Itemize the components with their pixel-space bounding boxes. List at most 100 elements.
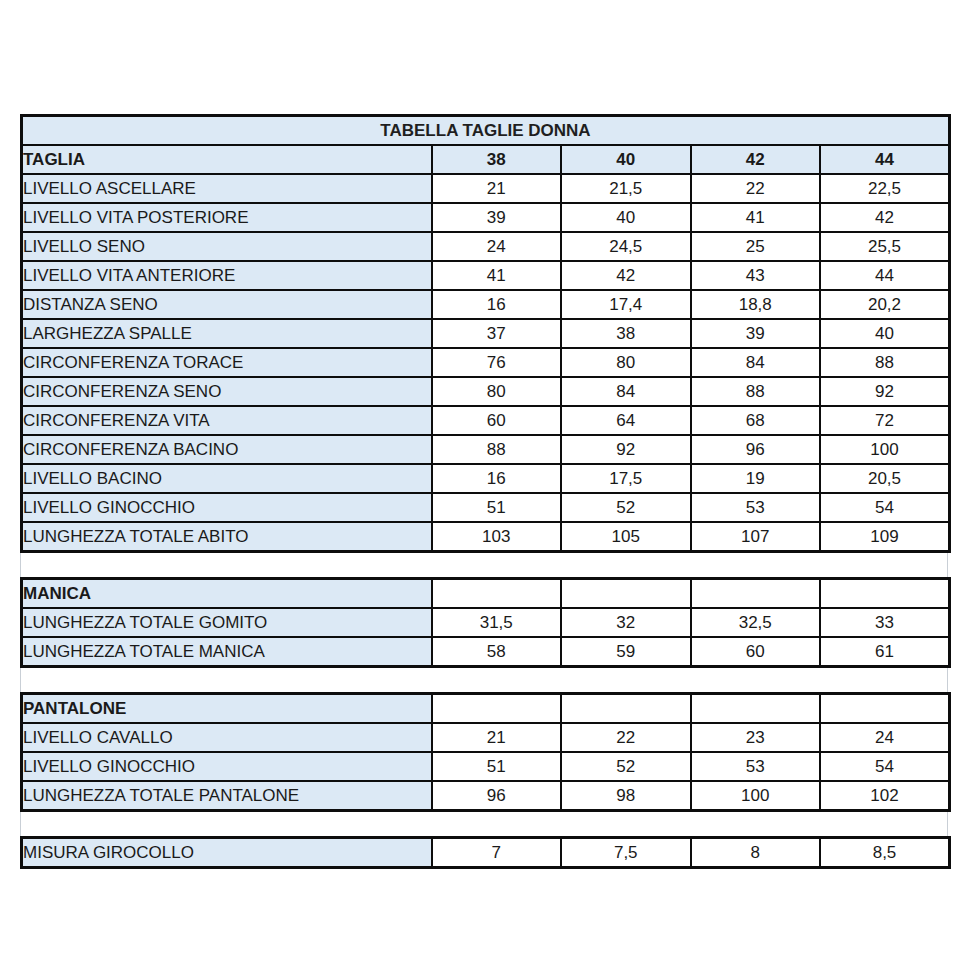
measurement-label: LIVELLO VITA ANTERIORE xyxy=(22,261,432,290)
manica-table: MANICA LUNGHEZZA TOTALE GOMITO31,53232,5… xyxy=(20,577,951,668)
measurement-value: 98 xyxy=(561,781,691,811)
measurement-value: 40 xyxy=(820,319,950,348)
measurement-value: 17,4 xyxy=(561,290,691,319)
measurement-value: 7,5 xyxy=(561,838,691,868)
measurement-value: 64 xyxy=(561,406,691,435)
measurement-value: 100 xyxy=(691,781,821,811)
measurement-value: 76 xyxy=(432,348,562,377)
measurement-value: 25 xyxy=(691,232,821,261)
measurement-value: 42 xyxy=(820,203,950,232)
measurement-value: 41 xyxy=(432,261,562,290)
measurement-value: 21 xyxy=(432,174,562,203)
size-column-header: 38 xyxy=(432,145,562,174)
measurement-value: 20,2 xyxy=(820,290,950,319)
measurement-value: 21,5 xyxy=(561,174,691,203)
measurement-value: 22,5 xyxy=(820,174,950,203)
size-column-header: 40 xyxy=(561,145,691,174)
measurement-label: LIVELLO ASCELLARE xyxy=(22,174,432,203)
size-chart: TABELLA TAGLIE DONNA TAGLIA 38 40 42 44 … xyxy=(20,114,948,869)
measurement-value: 100 xyxy=(820,435,950,464)
section-header-row: MANICA xyxy=(22,579,950,609)
section-gap xyxy=(20,553,948,577)
measurement-label: LIVELLO BACINO xyxy=(22,464,432,493)
measurement-label: CIRCONFERENZA TORACE xyxy=(22,348,432,377)
table-row: LARGHEZZA SPALLE37383940 xyxy=(22,319,950,348)
table-title-row: TABELLA TAGLIE DONNA xyxy=(22,116,950,146)
measurement-value: 84 xyxy=(561,377,691,406)
measurement-value: 8,5 xyxy=(820,838,950,868)
measurement-value: 58 xyxy=(432,637,562,667)
measurement-value: 52 xyxy=(561,752,691,781)
measurement-value: 16 xyxy=(432,290,562,319)
measurement-value: 40 xyxy=(561,203,691,232)
table-row: CIRCONFERENZA SENO80848892 xyxy=(22,377,950,406)
measurement-value: 105 xyxy=(561,522,691,552)
section-header-pantalone: PANTALONE xyxy=(22,694,432,724)
measurement-value: 31,5 xyxy=(432,608,562,637)
measurement-value: 54 xyxy=(820,752,950,781)
measurement-label: CIRCONFERENZA SENO xyxy=(22,377,432,406)
measurement-value: 52 xyxy=(561,493,691,522)
measurement-label: MISURA GIROCOLLO xyxy=(22,838,432,868)
measurement-label: LUNGHEZZA TOTALE ABITO xyxy=(22,522,432,552)
measurement-value: 19 xyxy=(691,464,821,493)
empty-cell xyxy=(432,694,562,724)
measurement-label: LIVELLO CAVALLO xyxy=(22,723,432,752)
measurement-value: 39 xyxy=(691,319,821,348)
measurement-value: 23 xyxy=(691,723,821,752)
measurement-value: 68 xyxy=(691,406,821,435)
empty-cell xyxy=(691,694,821,724)
table-row: LUNGHEZZA TOTALE GOMITO31,53232,533 xyxy=(22,608,950,637)
measurement-value: 25,5 xyxy=(820,232,950,261)
measurement-value: 53 xyxy=(691,752,821,781)
girocollo-table: MISURA GIROCOLLO77,588,5 xyxy=(20,836,951,869)
table-row: LIVELLO GINOCCHIO51525354 xyxy=(22,752,950,781)
measurement-value: 88 xyxy=(820,348,950,377)
size-column-header: 42 xyxy=(691,145,821,174)
measurement-value: 96 xyxy=(691,435,821,464)
table-row: LUNGHEZZA TOTALE PANTALONE9698100102 xyxy=(22,781,950,811)
measurement-value: 17,5 xyxy=(561,464,691,493)
main-size-table: TABELLA TAGLIE DONNA TAGLIA 38 40 42 44 … xyxy=(20,114,951,553)
measurement-value: 80 xyxy=(561,348,691,377)
measurement-value: 102 xyxy=(820,781,950,811)
measurement-value: 59 xyxy=(561,637,691,667)
measurement-value: 32,5 xyxy=(691,608,821,637)
measurement-value: 51 xyxy=(432,752,562,781)
measurement-value: 33 xyxy=(820,608,950,637)
measurement-value: 54 xyxy=(820,493,950,522)
measurement-value: 109 xyxy=(820,522,950,552)
measurement-value: 21 xyxy=(432,723,562,752)
empty-cell xyxy=(820,579,950,609)
table-row: LIVELLO CAVALLO21222324 xyxy=(22,723,950,752)
size-column-header: 44 xyxy=(820,145,950,174)
table-row: LIVELLO BACINO1617,51920,5 xyxy=(22,464,950,493)
measurement-value: 103 xyxy=(432,522,562,552)
table-row: CIRCONFERENZA VITA60646872 xyxy=(22,406,950,435)
measurement-value: 18,8 xyxy=(691,290,821,319)
measurement-value: 88 xyxy=(432,435,562,464)
measurement-value: 24 xyxy=(820,723,950,752)
table-title: TABELLA TAGLIE DONNA xyxy=(22,116,950,146)
measurement-value: 61 xyxy=(820,637,950,667)
section-header-manica: MANICA xyxy=(22,579,432,609)
measurement-value: 88 xyxy=(691,377,821,406)
table-row: LIVELLO SENO2424,52525,5 xyxy=(22,232,950,261)
measurement-value: 96 xyxy=(432,781,562,811)
measurement-label: CIRCONFERENZA BACINO xyxy=(22,435,432,464)
measurement-label: LUNGHEZZA TOTALE GOMITO xyxy=(22,608,432,637)
measurement-label: LUNGHEZZA TOTALE MANICA xyxy=(22,637,432,667)
page: TABELLA TAGLIE DONNA TAGLIA 38 40 42 44 … xyxy=(0,0,970,971)
measurement-value: 80 xyxy=(432,377,562,406)
measurement-value: 84 xyxy=(691,348,821,377)
measurement-label: CIRCONFERENZA VITA xyxy=(22,406,432,435)
empty-cell xyxy=(561,579,691,609)
table-row: LIVELLO GINOCCHIO51525354 xyxy=(22,493,950,522)
measurement-value: 16 xyxy=(432,464,562,493)
measurement-value: 39 xyxy=(432,203,562,232)
measurement-label: LIVELLO SENO xyxy=(22,232,432,261)
empty-cell xyxy=(432,579,562,609)
table-row: LUNGHEZZA TOTALE ABITO103105107109 xyxy=(22,522,950,552)
measurement-value: 22 xyxy=(691,174,821,203)
measurement-value: 8 xyxy=(691,838,821,868)
